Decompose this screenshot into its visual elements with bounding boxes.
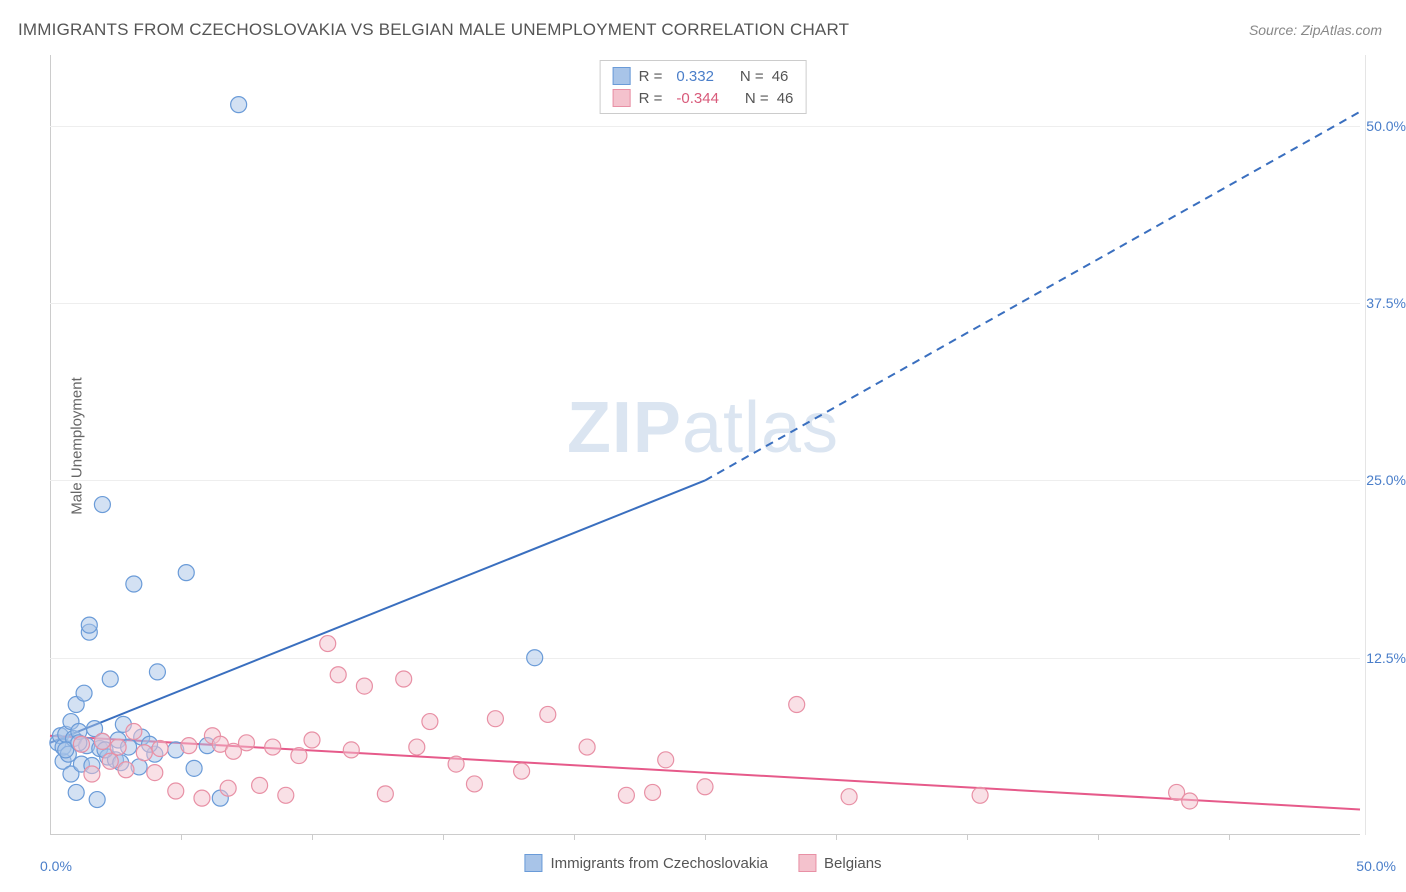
data-point [126,723,142,739]
data-point [194,790,210,806]
data-point [152,740,168,756]
legend-item-belgian: Belgians [798,854,882,872]
swatch-blue [613,67,631,85]
source-attribution: Source: ZipAtlas.com [1249,22,1382,38]
data-point [320,636,336,652]
data-point [181,738,197,754]
data-point [972,787,988,803]
legend-label-czech: Immigrants from Czechoslovakia [550,855,768,872]
data-point [94,733,110,749]
data-point [448,756,464,772]
data-point [94,497,110,513]
n-value-blue: 46 [772,68,789,85]
data-point [789,697,805,713]
chart-title: IMMIGRANTS FROM CZECHOSLOVAKIA VS BELGIA… [18,20,849,40]
data-point [841,789,857,805]
swatch-pink-icon [798,854,816,872]
data-point [278,787,294,803]
x-tick-mark [1098,835,1099,840]
data-point [377,786,393,802]
legend-row-pink: R = -0.344 N = 46 [613,87,794,109]
data-point [110,739,126,755]
r-value-pink: -0.344 [676,90,719,107]
data-point [330,667,346,683]
data-point [239,735,255,751]
r-value-blue: 0.332 [676,68,714,85]
y-tick-label: 12.5% [1366,650,1406,666]
data-point [618,787,634,803]
r-label: R = [639,90,663,107]
y-tick-label: 25.0% [1366,472,1406,488]
regression-line-dashed [705,112,1360,481]
legend-row-blue: R = 0.332 N = 46 [613,65,794,87]
data-point [466,776,482,792]
data-point [76,685,92,701]
data-point [527,650,543,666]
legend-item-czech: Immigrants from Czechoslovakia [524,854,768,872]
x-tick-mark [705,835,706,840]
data-point [396,671,412,687]
x-axis-origin-label: 0.0% [40,858,72,874]
data-point [540,706,556,722]
data-point [291,748,307,764]
data-point [409,739,425,755]
regression-line [50,480,705,742]
x-tick-mark [312,835,313,840]
data-point [102,753,118,769]
n-label-pink: N = [745,90,769,107]
data-point [265,739,281,755]
data-point [136,745,152,761]
data-point [84,766,100,782]
data-point [356,678,372,694]
data-point [645,784,661,800]
data-point [178,565,194,581]
data-point [147,765,163,781]
data-point [149,664,165,680]
n-value-pink: 46 [777,90,794,107]
data-point [102,671,118,687]
data-point [343,742,359,758]
x-tick-mark [836,835,837,840]
scatter-chart-svg [50,55,1360,835]
data-point [168,783,184,799]
y-tick-label: 50.0% [1366,118,1406,134]
x-tick-mark [181,835,182,840]
correlation-legend: R = 0.332 N = 46 R = -0.344 N = 46 [600,60,807,114]
data-point [68,784,84,800]
data-point [514,763,530,779]
series-legend: Immigrants from Czechoslovakia Belgians [524,854,881,872]
data-point [89,792,105,808]
data-point [231,97,247,113]
data-point [118,762,134,778]
data-point [1182,793,1198,809]
swatch-pink [613,89,631,107]
data-point [487,711,503,727]
data-point [252,777,268,793]
x-tick-mark [967,835,968,840]
data-point [186,760,202,776]
x-tick-mark [1229,835,1230,840]
data-point [422,714,438,730]
x-tick-mark [443,835,444,840]
x-axis-max-label: 50.0% [1356,858,1396,874]
y-tick-label: 37.5% [1366,295,1406,311]
data-point [658,752,674,768]
data-point [126,576,142,592]
n-label-blue: N = [740,68,764,85]
data-point [73,736,89,752]
data-point [304,732,320,748]
x-tick-mark [574,835,575,840]
legend-label-belgian: Belgians [824,855,882,872]
swatch-blue-icon [524,854,542,872]
data-point [220,780,236,796]
r-label: R = [639,68,663,85]
data-point [81,617,97,633]
plot-right-border [1365,55,1366,835]
data-point [579,739,595,755]
data-point [697,779,713,795]
